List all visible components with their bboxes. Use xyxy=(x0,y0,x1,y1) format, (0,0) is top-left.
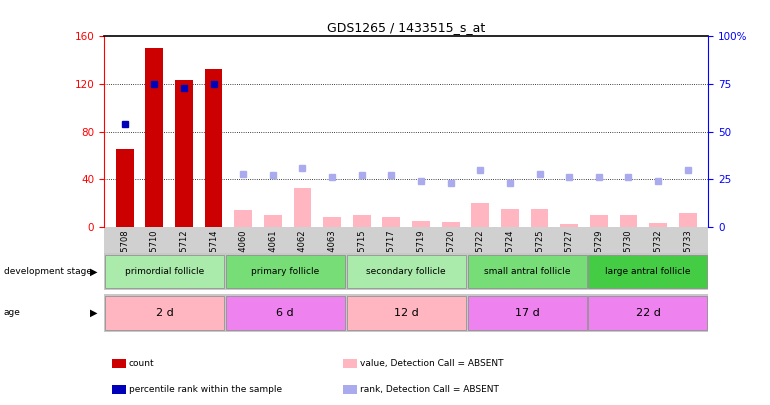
Bar xyxy=(588,255,708,288)
Text: percentile rank within the sample: percentile rank within the sample xyxy=(129,385,282,394)
Bar xyxy=(531,209,548,227)
Text: rank, Detection Call = ABSENT: rank, Detection Call = ABSENT xyxy=(360,385,498,394)
Bar xyxy=(205,68,223,227)
Bar xyxy=(353,215,370,227)
Text: age: age xyxy=(4,308,21,318)
Bar xyxy=(105,255,224,288)
Bar xyxy=(679,213,697,227)
Text: 2 d: 2 d xyxy=(156,308,173,318)
Bar xyxy=(383,217,400,227)
Title: GDS1265 / 1433515_s_at: GDS1265 / 1433515_s_at xyxy=(327,21,485,34)
Bar xyxy=(467,296,587,330)
Text: development stage: development stage xyxy=(4,267,92,276)
Bar xyxy=(501,209,519,227)
Text: secondary follicle: secondary follicle xyxy=(367,267,446,276)
Bar xyxy=(442,222,460,227)
Bar xyxy=(146,48,163,227)
Text: value, Detection Call = ABSENT: value, Detection Call = ABSENT xyxy=(360,359,503,368)
Text: ▶: ▶ xyxy=(90,266,98,276)
Bar xyxy=(471,203,489,227)
Bar xyxy=(116,149,133,227)
Text: 17 d: 17 d xyxy=(514,308,540,318)
Bar xyxy=(293,188,311,227)
Bar xyxy=(346,296,466,330)
Bar xyxy=(467,255,587,288)
Text: small antral follicle: small antral follicle xyxy=(484,267,571,276)
Bar xyxy=(175,81,192,227)
Bar xyxy=(323,217,341,227)
Bar xyxy=(234,210,252,227)
Text: 6 d: 6 d xyxy=(276,308,294,318)
Text: primordial follicle: primordial follicle xyxy=(125,267,204,276)
Bar xyxy=(264,215,282,227)
Text: primary follicle: primary follicle xyxy=(251,267,320,276)
Text: ▶: ▶ xyxy=(90,308,98,318)
Bar xyxy=(620,215,638,227)
Bar xyxy=(346,255,466,288)
Text: 22 d: 22 d xyxy=(635,308,661,318)
Bar xyxy=(105,296,224,330)
Bar xyxy=(590,215,608,227)
Text: 12 d: 12 d xyxy=(393,308,419,318)
Bar xyxy=(588,296,708,330)
Bar xyxy=(412,221,430,227)
Bar xyxy=(649,223,667,227)
Bar xyxy=(226,255,345,288)
Text: count: count xyxy=(129,359,154,368)
Bar xyxy=(561,224,578,227)
Bar xyxy=(226,296,345,330)
Text: large antral follicle: large antral follicle xyxy=(605,267,691,276)
